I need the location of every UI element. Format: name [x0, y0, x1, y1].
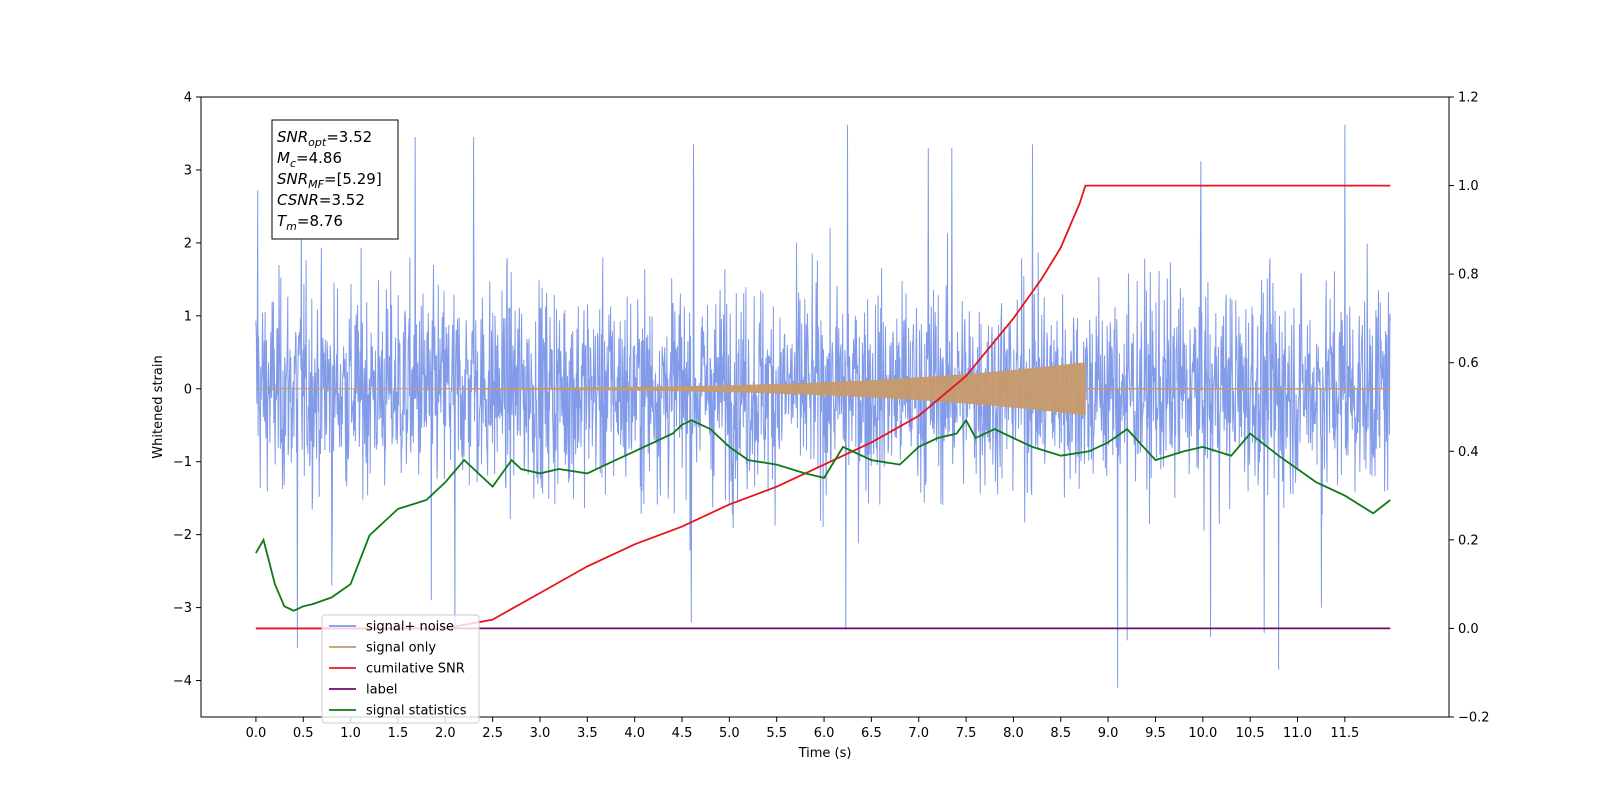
x-tick-label: 1.0 [340, 726, 361, 741]
y-tick-label-right: 1.2 [1458, 91, 1479, 106]
legend-entry: signal only [366, 641, 436, 656]
y-tick-label-right: 1.0 [1458, 179, 1479, 194]
legend-entry: cumilative SNR [366, 662, 465, 677]
series-signal-statistics [255, 418, 1391, 612]
y-tick-label-right: 0.2 [1458, 533, 1479, 548]
y-tick-label-left: −3 [173, 601, 192, 616]
x-tick-label: 0.0 [246, 726, 267, 741]
legend-entry: label [366, 683, 397, 698]
y-axis-label-left: Whitened strain [151, 355, 166, 458]
y-tick-label-right: 0.6 [1458, 356, 1479, 371]
info-box-frame [271, 119, 399, 240]
x-tick-label: 9.0 [1098, 726, 1119, 741]
x-tick-label: 9.5 [1145, 726, 1166, 741]
x-axis-label: Time (s) [798, 746, 852, 761]
series-signal-noise [255, 124, 1391, 688]
x-tick-label: 2.0 [435, 726, 456, 741]
info-line: Tm=8.76 [277, 212, 343, 233]
legend-entry: signal statistics [366, 704, 467, 719]
legend-frame [321, 614, 480, 724]
y-tick-label-right: 0.0 [1458, 622, 1479, 637]
legend-entry: signal+ noise [366, 620, 454, 635]
x-tick-label: 10.0 [1188, 726, 1217, 741]
y-tick-label-left: −1 [173, 455, 192, 470]
y-tick-label-right: 0.4 [1458, 445, 1479, 460]
x-tick-label: 8.0 [1003, 726, 1024, 741]
plot-frame [200, 96, 1450, 718]
signal-statistics-line [255, 418, 1391, 612]
y-tick-label-left: 3 [184, 163, 192, 178]
y-tick-label-left: 4 [184, 91, 192, 106]
y-tick-label-left: 2 [184, 236, 192, 251]
x-tick-label: 7.0 [908, 726, 929, 741]
x-tick-label: 5.0 [719, 726, 740, 741]
x-tick-label: 5.5 [766, 726, 787, 741]
y-tick-label-left: −2 [173, 528, 192, 543]
legend: signal+ noise signal only cumilative SNR la… [321, 614, 480, 724]
x-tick-label: 3.0 [530, 726, 551, 741]
info-line: SNRMF=[5.29] [277, 170, 382, 191]
x-tick-label: 6.0 [814, 726, 835, 741]
x-tick-label: 2.5 [482, 726, 503, 741]
series-signal-only [255, 362, 1391, 415]
x-tick-label: 4.5 [672, 726, 693, 741]
x-tick-label: 7.5 [956, 726, 977, 741]
y-tick-label-left: 1 [184, 309, 192, 324]
cumulative-snr-line [255, 184, 1391, 630]
x-axis: 0.0 0.5 1.0 1.5 2.0 2.5 3.0 3.5 4.0 4.5 5.0 5.5 6.0 6… [246, 717, 1359, 741]
x-tick-label: 0.5 [293, 726, 314, 741]
y-tick-label-left: −4 [173, 674, 192, 689]
info-line: SNRopt=3.52 [277, 128, 372, 149]
x-tick-label: 11.5 [1330, 726, 1359, 741]
y-axis-left: 4 3 2 1 0 −1 −2 −3 −4 [173, 91, 201, 689]
y-tick-label-right: 0.8 [1458, 268, 1479, 283]
y-axis-right: 1.2 1.0 0.8 0.6 0.4 0.2 0.0 −0.2 [1449, 91, 1490, 726]
x-tick-label: 3.5 [577, 726, 598, 741]
y-tick-label-left: 0 [184, 382, 192, 397]
noise-line [255, 124, 1391, 688]
x-tick-label: 1.5 [388, 726, 409, 741]
x-tick-label: 11.0 [1283, 726, 1312, 741]
y-tick-label-right: −0.2 [1458, 711, 1490, 726]
x-tick-label: 4.0 [624, 726, 645, 741]
series-cumulative-snr [255, 184, 1391, 630]
x-tick-label: 8.5 [1050, 726, 1071, 741]
x-tick-label: 6.5 [861, 726, 882, 741]
info-line: CSNR=3.52 [277, 191, 365, 209]
info-line: Mc=4.86 [277, 149, 342, 170]
x-tick-label: 10.5 [1236, 726, 1265, 741]
